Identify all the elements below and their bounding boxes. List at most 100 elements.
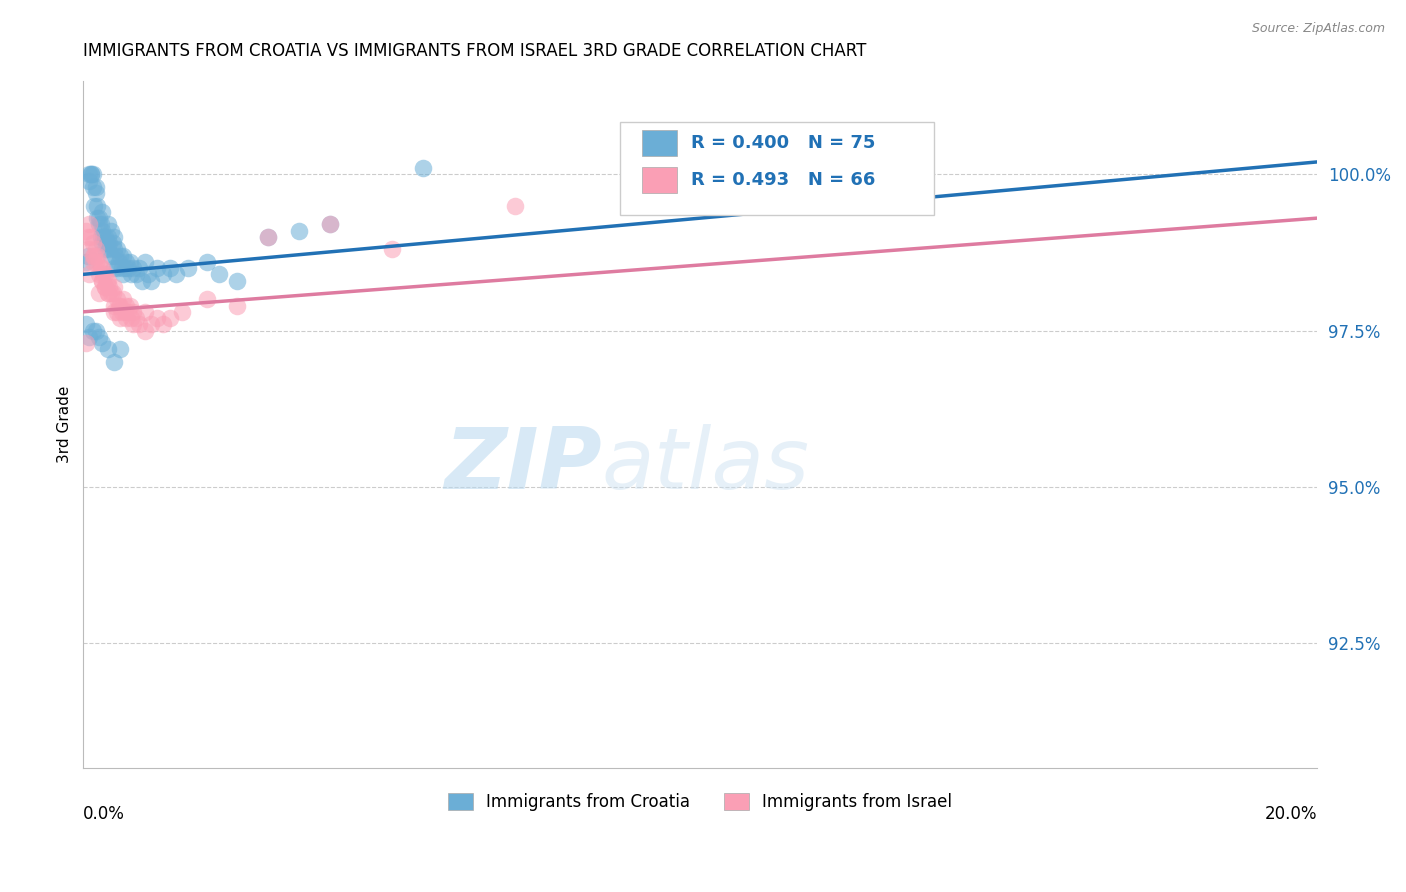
Point <box>108 299 131 313</box>
Point <box>103 280 125 294</box>
Text: ZIP: ZIP <box>444 424 602 507</box>
Point <box>97 218 120 232</box>
Point <box>97 286 120 301</box>
Point <box>90 261 112 276</box>
Point <box>86 249 108 263</box>
Point <box>86 211 108 226</box>
Point <box>257 230 280 244</box>
Point <box>208 268 231 282</box>
Point <box>139 274 162 288</box>
Point <box>100 249 122 263</box>
Point <box>110 299 132 313</box>
Point <box>110 249 132 263</box>
Text: 0.0%: 0.0% <box>83 805 125 823</box>
Point <box>87 268 110 282</box>
Point <box>110 261 132 276</box>
Point <box>90 236 112 251</box>
Point <box>412 161 434 176</box>
Point <box>159 311 181 326</box>
Point <box>117 305 139 319</box>
Point <box>381 243 404 257</box>
Point <box>83 199 105 213</box>
Point <box>101 236 124 251</box>
Point <box>257 230 280 244</box>
Point <box>134 305 156 319</box>
Point <box>128 318 150 332</box>
Point <box>84 243 107 257</box>
Point <box>80 168 103 182</box>
Point <box>90 230 112 244</box>
Point <box>159 261 181 276</box>
Point <box>103 355 125 369</box>
Point <box>80 168 103 182</box>
Point <box>165 268 187 282</box>
Point <box>90 205 112 219</box>
Point <box>115 299 138 313</box>
Point <box>105 293 128 307</box>
Point <box>120 311 142 326</box>
Y-axis label: 3rd Grade: 3rd Grade <box>58 385 72 463</box>
Point <box>84 186 107 201</box>
Point <box>94 280 117 294</box>
Point <box>91 230 114 244</box>
Point <box>100 224 122 238</box>
Point <box>110 305 132 319</box>
Point <box>112 293 135 307</box>
Point <box>94 230 117 244</box>
Point <box>87 286 110 301</box>
Point <box>319 218 342 232</box>
Point <box>103 305 125 319</box>
Point <box>82 180 104 194</box>
Point <box>82 255 104 269</box>
Point <box>84 324 107 338</box>
Point <box>79 168 101 182</box>
Point <box>75 318 97 332</box>
Point <box>77 230 100 244</box>
Point <box>75 255 97 269</box>
Point <box>125 268 148 282</box>
Point <box>82 168 104 182</box>
Point <box>97 274 120 288</box>
Point <box>146 311 169 326</box>
Point <box>103 230 125 244</box>
Point <box>105 261 128 276</box>
Point <box>79 268 101 282</box>
Point <box>90 224 112 238</box>
Point <box>105 305 128 319</box>
Point <box>226 299 249 313</box>
Point <box>139 318 162 332</box>
Point <box>80 230 103 244</box>
Point <box>114 305 136 319</box>
Point <box>117 261 139 276</box>
Point <box>134 255 156 269</box>
Text: Source: ZipAtlas.com: Source: ZipAtlas.com <box>1251 22 1385 36</box>
Point <box>226 274 249 288</box>
Point <box>131 274 153 288</box>
FancyBboxPatch shape <box>620 122 935 215</box>
Point <box>90 218 112 232</box>
Point <box>83 249 105 263</box>
Point <box>79 243 101 257</box>
Point <box>94 243 117 257</box>
Point <box>97 230 120 244</box>
Point <box>84 180 107 194</box>
Point <box>100 286 122 301</box>
Point <box>103 261 125 276</box>
Point <box>96 274 118 288</box>
FancyBboxPatch shape <box>643 130 676 156</box>
Point <box>118 255 141 269</box>
Point <box>658 155 681 169</box>
Point <box>87 330 110 344</box>
Point <box>90 336 112 351</box>
Point <box>118 299 141 313</box>
Point <box>177 261 200 276</box>
Point <box>101 286 124 301</box>
Point <box>104 249 127 263</box>
Point <box>121 261 143 276</box>
Point <box>75 224 97 238</box>
Point <box>96 236 118 251</box>
Point <box>114 261 136 276</box>
Point <box>195 255 218 269</box>
Point <box>170 305 193 319</box>
Point <box>503 199 526 213</box>
